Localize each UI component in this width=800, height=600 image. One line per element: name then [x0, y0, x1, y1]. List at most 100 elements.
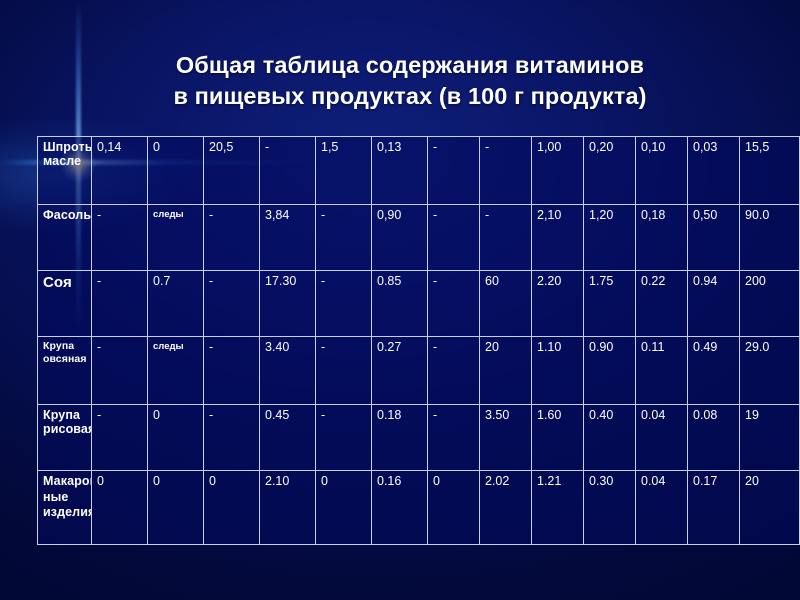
- table-cell: 2.20: [531, 270, 584, 337]
- table-cell: 0.90: [583, 336, 636, 405]
- table-row: Крупа рисовая -0-0.45-0.18-3.50 1.60 0.40 0.0…: [37, 404, 800, 471]
- table-cell: -: [479, 136, 532, 205]
- table-cell: -: [91, 336, 148, 405]
- row-label-line: Крупа: [43, 408, 81, 422]
- table-cell: 0,18: [635, 204, 688, 271]
- table-cell: 1.10: [531, 336, 584, 405]
- row-label-line: Соя: [43, 274, 72, 291]
- row-label-cell: Макаронныеизделия: [37, 470, 92, 545]
- table-cell: 0.17: [687, 470, 740, 545]
- row-label-cell: Фасоль: [37, 204, 92, 271]
- table-cell: 200: [739, 270, 800, 337]
- table-cell: 0.04: [635, 404, 688, 471]
- table-cell: 1,00: [531, 136, 584, 205]
- row-label-line: овсяная: [43, 353, 87, 366]
- vitamin-content-table: Шпроты вмасле0,14020,5-1,50,13--1,000,20…: [37, 136, 800, 545]
- table-cell: 90.0: [739, 204, 800, 271]
- table-cell: 19: [739, 404, 800, 471]
- table-cell: 0.04: [635, 470, 688, 545]
- table-cell: 0.49: [687, 336, 740, 405]
- table-cell: 2.10: [259, 470, 316, 545]
- table-cell: 0.40: [583, 404, 636, 471]
- slide-title: Общая таблица содержания витаминов в пищ…: [60, 50, 760, 113]
- table-cell: 20: [739, 470, 800, 545]
- table-cell: 0: [147, 470, 204, 545]
- table-cell: 0.18: [371, 404, 428, 471]
- table-cell: -: [427, 136, 480, 205]
- table-cell: 17.30: [259, 270, 316, 337]
- table-cell: -: [427, 204, 480, 271]
- table-cell: -: [203, 336, 260, 405]
- row-label-line: Фасоль: [43, 208, 92, 222]
- table-cell: 1.75: [583, 270, 636, 337]
- row-label-cell: Соя: [37, 270, 92, 337]
- table-cell: 0,14: [91, 136, 148, 205]
- table-cell: 2,10: [531, 204, 584, 271]
- table-cell: 0: [315, 470, 372, 545]
- table-cell: 3.50: [479, 404, 532, 471]
- table-cell: 3.40: [259, 336, 316, 405]
- table-cell: 0,50: [687, 204, 740, 271]
- table-cell: 0.11: [635, 336, 688, 405]
- table-cell: -: [479, 204, 532, 271]
- table-cell: -: [203, 404, 260, 471]
- table-row: Шпроты вмасле0,14020,5-1,50,13--1,000,20…: [37, 136, 800, 205]
- table-cell: следы: [147, 204, 204, 271]
- table-cell: 0.94: [687, 270, 740, 337]
- row-label-line: рисовая: [43, 422, 92, 437]
- table-cell: 0: [91, 470, 148, 545]
- row-label-cell: Крупа овсяная: [37, 336, 92, 405]
- vitamin-table-body: Шпроты вмасле0,14020,5-1,50,13--1,000,20…: [37, 136, 800, 545]
- table-cell: 0.85: [371, 270, 428, 337]
- table-cell: 0.45: [259, 404, 316, 471]
- table-cell: -: [203, 270, 260, 337]
- row-label-line: Шпроты в: [43, 140, 92, 154]
- row-label-line: изделия: [43, 505, 92, 520]
- table-cell: 1,5: [315, 136, 372, 205]
- row-label-line: Крупа: [43, 340, 75, 352]
- table-cell: -: [427, 270, 480, 337]
- table-cell: 0.7: [147, 270, 204, 337]
- table-row: Фасоль - следы -3,84-0,90- -2,10 1,20 0,18 0,50…: [37, 204, 800, 271]
- row-label-line: ные: [43, 489, 69, 504]
- table-cell: 0,13: [371, 136, 428, 205]
- table-cell: -: [259, 136, 316, 205]
- table-cell: 3,84: [259, 204, 316, 271]
- row-label-cell: Крупа рисовая: [37, 404, 92, 471]
- table-cell: 20,5: [203, 136, 260, 205]
- table-cell: -: [315, 336, 372, 405]
- table-cell: -: [315, 270, 372, 337]
- table-cell: 0,10: [635, 136, 688, 205]
- table-cell: -: [91, 204, 148, 271]
- table-cell: -: [315, 404, 372, 471]
- table-cell: 0,90: [371, 204, 428, 271]
- table-row: Крупа овсяная - следы -3.40-0.27-20 1.10 0.90 0…: [37, 336, 800, 405]
- table-cell: 29.0: [739, 336, 800, 405]
- table-cell: 1.60: [531, 404, 584, 471]
- table-cell: 0.22: [635, 270, 688, 337]
- table-cell: 0,03: [687, 136, 740, 205]
- table-cell: 2.02: [479, 470, 532, 545]
- table-cell: -: [427, 404, 480, 471]
- table-cell: 1.21: [531, 470, 584, 545]
- table-cell: 0.16: [371, 470, 428, 545]
- table-cell: 0,20: [583, 136, 636, 205]
- row-label-line: масле: [43, 154, 82, 169]
- slide-title-line-1: Общая таблица содержания витаминов: [175, 52, 645, 78]
- table-cell: -: [427, 336, 480, 405]
- table-cell: -: [315, 204, 372, 271]
- table-row: Макаронныеизделия0002.1000.1602.021.210.…: [37, 470, 800, 545]
- table-cell: 0: [203, 470, 260, 545]
- table-cell: 0.30: [583, 470, 636, 545]
- row-label-cell: Шпроты вмасле: [37, 136, 92, 205]
- table-cell: 60: [479, 270, 532, 337]
- slide-title-line-2: в пищевых продуктах (в 100 г продукта): [173, 83, 647, 110]
- table-cell: -: [91, 404, 148, 471]
- table-row: Соя -0.7-17.30-0.85-60 2.20 1.75 0.22 0.94 200: [37, 270, 800, 337]
- table-cell: 20: [479, 336, 532, 405]
- table-cell: 0: [147, 404, 204, 471]
- table-cell: -: [91, 270, 148, 337]
- table-cell: 0.27: [371, 336, 428, 405]
- vitamin-table-container: Шпроты вмасле0,14020,5-1,50,13--1,000,20…: [37, 136, 800, 545]
